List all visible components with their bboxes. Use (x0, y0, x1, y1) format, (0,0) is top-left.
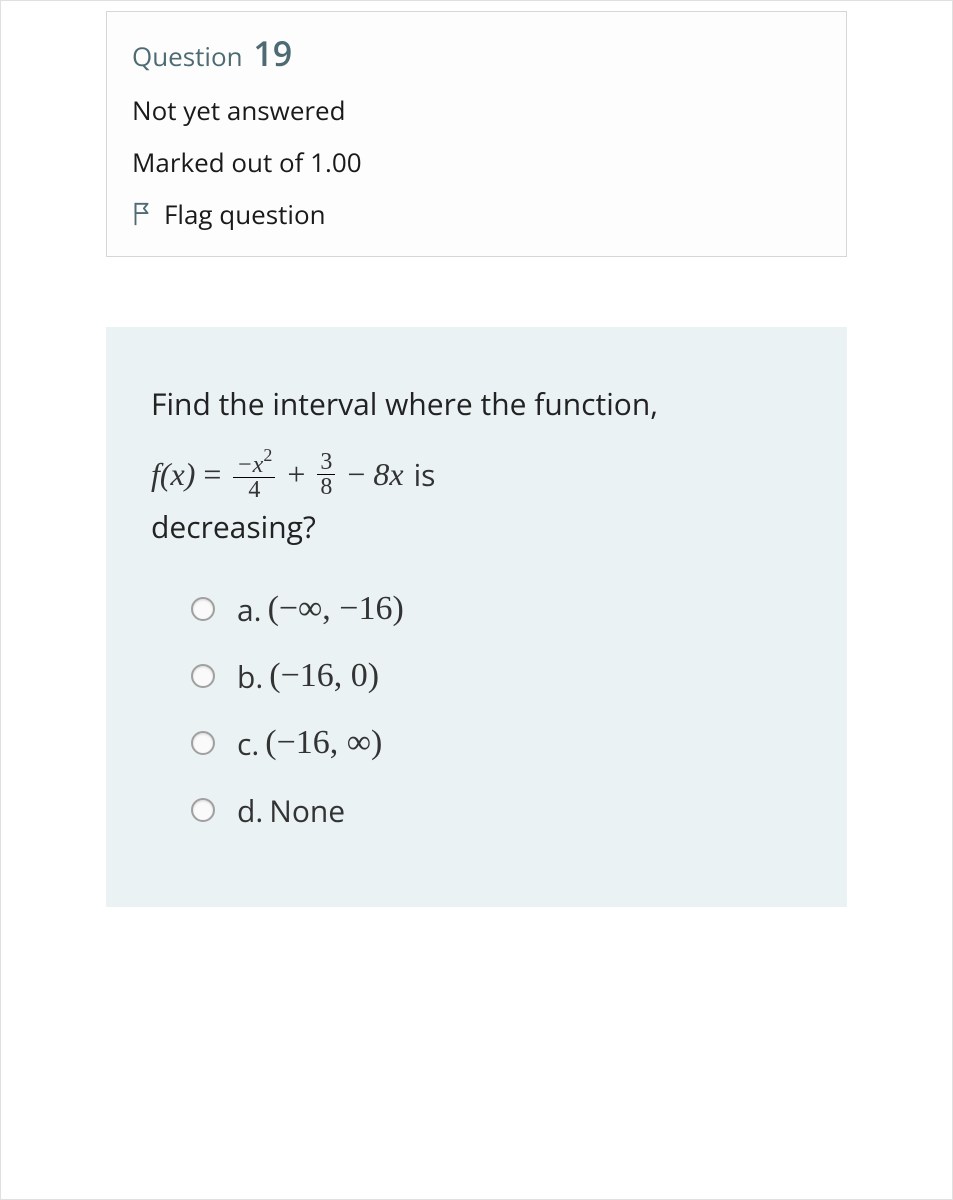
question-prompt: Find the interval where the function, (151, 382, 802, 426)
option-d-text: None (269, 790, 345, 831)
frac1-bot: 4 (245, 478, 263, 502)
minus-sign: − (347, 449, 365, 500)
radio-c[interactable] (191, 731, 215, 755)
question-title: Question 19 (132, 30, 821, 76)
option-a-label: a. (237, 589, 262, 630)
question-info-box: Question 19 Not yet answered Marked out … (106, 11, 847, 257)
flag-question-link[interactable]: Flag question (132, 196, 821, 232)
flag-icon (132, 201, 152, 227)
option-b[interactable]: b. (−16, 0) (191, 656, 802, 697)
fraction-2: 3 8 (317, 450, 335, 499)
frac1-top: −x2 (233, 448, 275, 478)
prompt-after-eq: decreasing? (151, 506, 802, 547)
radio-d[interactable] (191, 798, 215, 822)
option-c-label: c. (237, 723, 259, 764)
equation-line: f(x) = −x2 4 + 3 8 − 8x is (151, 448, 802, 502)
eq-lhs: f(x) (151, 449, 195, 500)
marks-label: Marked out of 1.00 (132, 144, 821, 180)
radio-a[interactable] (191, 597, 215, 621)
radio-b[interactable] (191, 664, 215, 688)
question-label: Question (132, 38, 243, 74)
option-c-math: (−16, ∞) (265, 724, 382, 762)
option-c[interactable]: c. (−16, ∞) (191, 723, 802, 764)
answer-status: Not yet answered (132, 92, 821, 128)
flag-label: Flag question (164, 196, 326, 232)
question-number: 19 (253, 30, 292, 76)
options-group: a. (−∞, −16) b. (−16, 0) c. (−16, ∞) d. … (191, 589, 802, 831)
option-b-label: b. (237, 656, 263, 697)
option-a-math: (−∞, −16) (268, 590, 404, 628)
fraction-1: −x2 4 (233, 448, 275, 502)
frac2-top: 3 (317, 450, 335, 475)
plus-sign: + (287, 449, 305, 500)
option-b-math: (−16, 0) (269, 657, 379, 695)
eq-tail: 8x (373, 449, 403, 500)
frac2-bot: 8 (317, 475, 335, 499)
frac1-top-sup: 2 (263, 445, 272, 465)
option-d-label: d. (237, 790, 263, 831)
quiz-page: Question 19 Not yet answered Marked out … (0, 0, 953, 1200)
eq-equals: = (203, 449, 221, 500)
eq-tail-text: is (414, 451, 436, 499)
option-d[interactable]: d. None (191, 790, 802, 831)
frac1-top-base: −x (236, 452, 263, 478)
question-content-box: Find the interval where the function, f(… (106, 327, 847, 907)
option-a[interactable]: a. (−∞, −16) (191, 589, 802, 630)
